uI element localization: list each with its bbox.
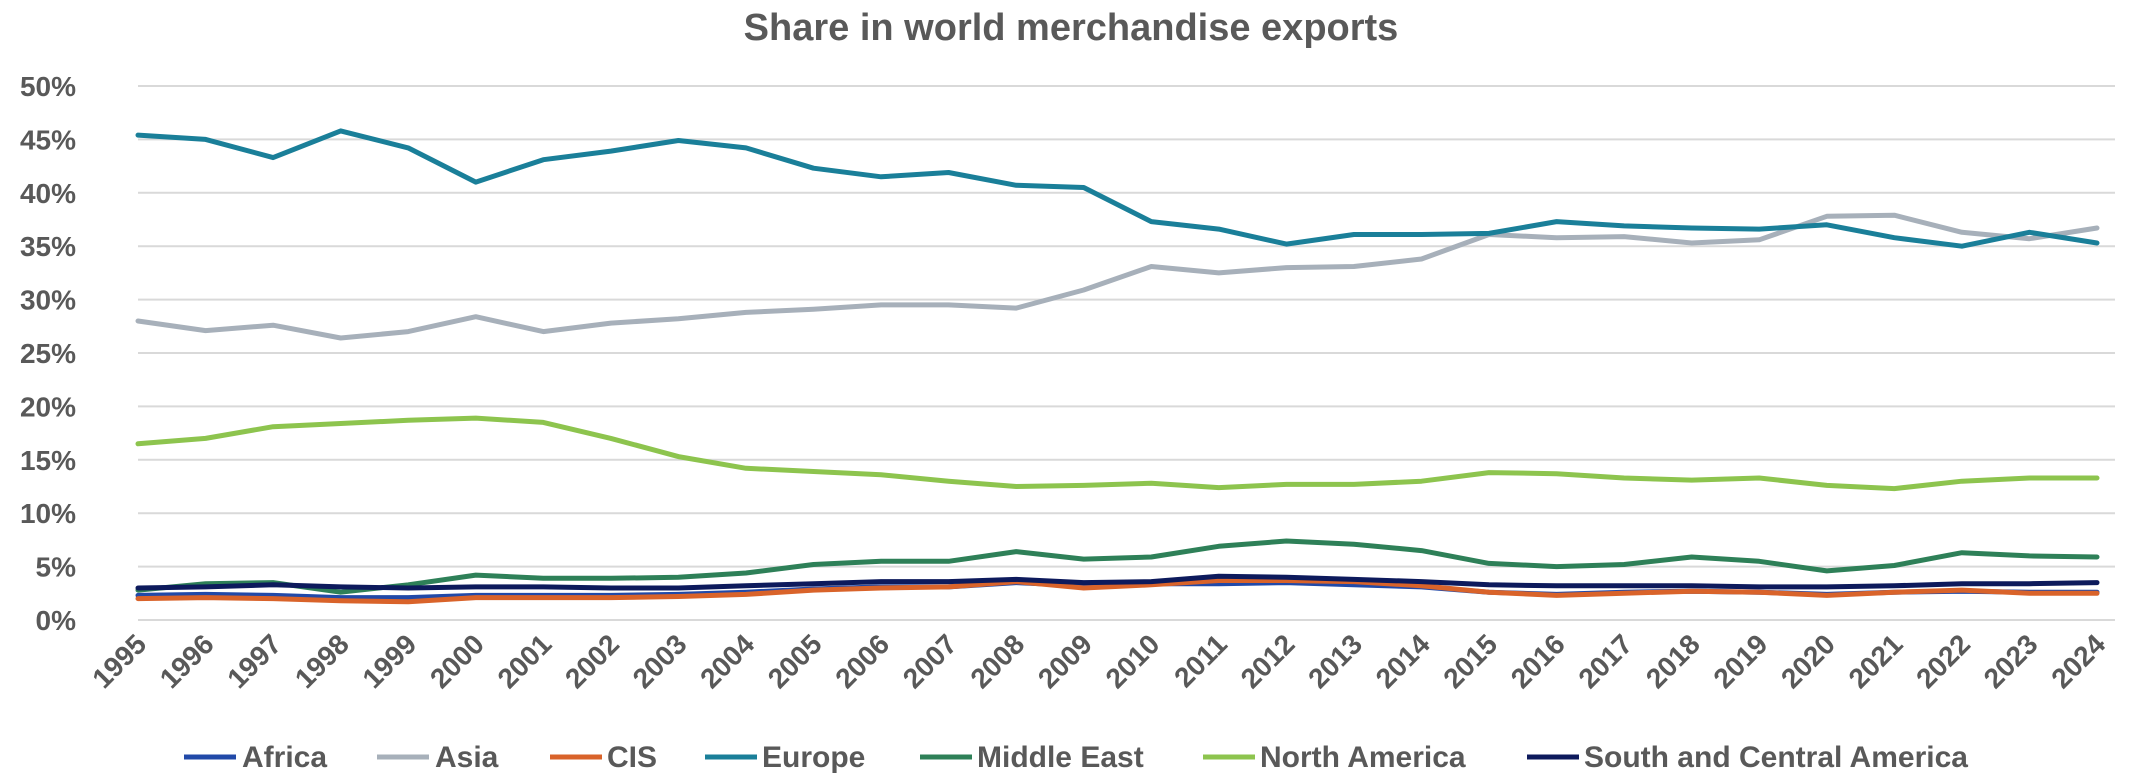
legend-label: CIS [607, 741, 657, 774]
y-tick-label: 50% [20, 71, 76, 102]
x-tick-label: 2024 [2045, 628, 2111, 694]
x-tick-label: 1998 [289, 628, 355, 694]
x-tick-label: 2005 [762, 628, 828, 694]
x-tick-label: 2009 [1032, 628, 1098, 694]
x-tick-label: 1997 [221, 628, 287, 694]
series-line-europe [135, 128, 2100, 249]
x-tick-label: 2010 [1100, 628, 1166, 694]
legend-item-asia: Asia [377, 741, 499, 774]
x-tick-label: 2016 [1505, 628, 1571, 694]
x-tick-label: 2013 [1302, 628, 1368, 694]
y-tick-label: 45% [20, 124, 76, 155]
x-tick-label: 2014 [1370, 628, 1436, 694]
y-tick-label: 25% [20, 338, 76, 369]
legend-item-cis: CIS [550, 741, 657, 774]
x-tick-label: 2001 [492, 628, 558, 694]
series-line-south-and-central-america [135, 573, 2100, 591]
gridlines [138, 85, 2115, 621]
x-tick-label: 1995 [86, 628, 152, 694]
legend-label: North America [1260, 741, 1466, 774]
legend-item-north-america: North America [1203, 741, 1466, 774]
chart-title: Share in world merchandise exports [744, 7, 1399, 49]
x-tick-label: 2020 [1775, 628, 1841, 694]
x-tick-label: 2018 [1640, 628, 1706, 694]
legend-label: Africa [242, 741, 327, 774]
x-tick-label: 2003 [627, 628, 693, 694]
x-tick-label: 2007 [897, 628, 963, 694]
y-axis-ticks: 0% 5% 10% 15% 20% 25% 30% 35% 40% 45% 50% [20, 71, 76, 636]
legend-item-europe: Europe [705, 741, 865, 774]
x-tick-label: 2006 [829, 628, 895, 694]
x-axis-ticks: 1995 1996 1997 1998 1999 2000 2001 2002 2003 2004… [86, 628, 2111, 694]
x-tick-label: 2011 [1168, 628, 1233, 693]
series-line-middle-east [135, 538, 2100, 595]
series-line-asia [135, 212, 2100, 341]
y-tick-label: 30% [20, 285, 76, 316]
y-tick-label: 20% [20, 391, 76, 422]
legend-label: South and Central America [1584, 741, 1968, 774]
legend-label: Middle East [977, 741, 1144, 774]
x-tick-label: 2019 [1708, 628, 1774, 694]
legend-label: Europe [762, 741, 865, 774]
x-tick-label: 2022 [1910, 628, 1976, 694]
x-tick-label: 2015 [1437, 628, 1503, 694]
legend: Africa Asia CIS Europe Middle East North Amer… [184, 741, 1968, 774]
y-tick-label: 40% [20, 178, 76, 209]
y-tick-label: 10% [20, 498, 76, 529]
x-tick-label: 2021 [1843, 628, 1909, 694]
y-tick-label: 35% [20, 231, 76, 262]
x-tick-label: 2008 [964, 628, 1030, 694]
x-tick-label: 1996 [154, 628, 220, 694]
x-tick-label: 1999 [356, 628, 422, 694]
series-line-north-america [135, 415, 2100, 492]
x-tick-label: 2002 [559, 628, 625, 694]
series-line-cis [135, 578, 2100, 605]
series-lines [135, 128, 2100, 605]
legend-item-middle-east: Middle East [920, 741, 1144, 774]
y-tick-label: 5% [36, 552, 77, 583]
legend-item-south-and-central-america: South and Central America [1527, 741, 1968, 774]
x-tick-label: 2023 [1978, 628, 2044, 694]
x-tick-label: 2000 [424, 628, 490, 694]
x-tick-label: 2012 [1235, 628, 1301, 694]
legend-item-africa: Africa [184, 741, 327, 774]
x-tick-label: 2004 [694, 628, 760, 694]
legend-label: Asia [435, 741, 499, 774]
y-tick-label: 0% [36, 605, 77, 636]
y-tick-label: 15% [20, 445, 76, 476]
x-tick-label: 2017 [1572, 628, 1638, 694]
